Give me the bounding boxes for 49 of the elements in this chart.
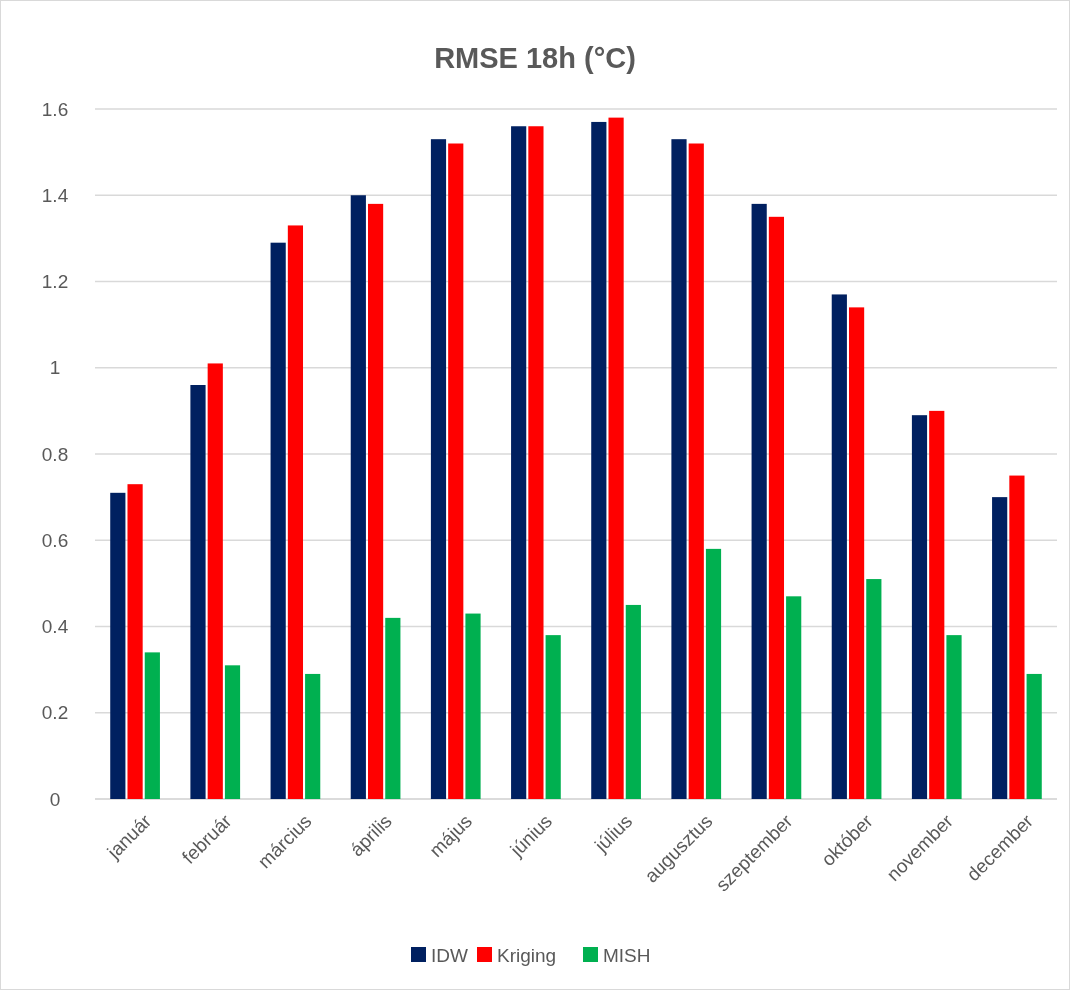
bar [385, 617, 401, 799]
bar [1009, 475, 1025, 799]
bar [207, 363, 223, 799]
legend-label: Kriging [497, 944, 557, 966]
y-tick-label: 0 [49, 788, 61, 810]
bar [992, 497, 1008, 799]
legend-label: MISH [603, 944, 651, 966]
chart-title: RMSE 18h (°C) [434, 42, 636, 74]
bar [911, 415, 928, 799]
bar [367, 203, 384, 799]
bar [350, 195, 366, 799]
bar [528, 126, 544, 799]
bar [786, 596, 802, 799]
y-tick-label: 1.2 [41, 271, 69, 293]
y-tick-label: 0.6 [41, 529, 69, 551]
bar [127, 484, 143, 799]
bar [287, 225, 304, 799]
y-tick-label: 1.4 [41, 184, 69, 206]
bar [545, 635, 561, 799]
y-tick-label: 0.4 [41, 616, 69, 638]
y-tick-label: 1.6 [41, 98, 69, 120]
bar [831, 294, 847, 799]
bar [946, 635, 962, 799]
bar [866, 579, 882, 799]
y-tick-label: 1 [49, 357, 61, 379]
bar [688, 143, 704, 799]
bar [848, 307, 865, 799]
bar [448, 143, 464, 799]
bar [768, 216, 785, 799]
y-tick-label: 0.2 [41, 702, 69, 724]
bar [705, 548, 722, 799]
bar [1026, 673, 1042, 799]
bar [305, 673, 321, 799]
bar [511, 126, 527, 799]
bar [144, 652, 160, 799]
bar [625, 604, 641, 799]
bar [190, 385, 206, 799]
bar [270, 242, 286, 799]
bar [608, 117, 624, 799]
bar [430, 139, 447, 799]
bar [929, 410, 945, 799]
bar [224, 665, 241, 799]
bar [110, 492, 126, 799]
bar [591, 121, 607, 799]
bar [751, 203, 767, 799]
legend-label: IDW [431, 944, 468, 966]
y-tick-label: 0.8 [41, 443, 69, 465]
bar [465, 613, 481, 799]
bar [671, 139, 687, 799]
